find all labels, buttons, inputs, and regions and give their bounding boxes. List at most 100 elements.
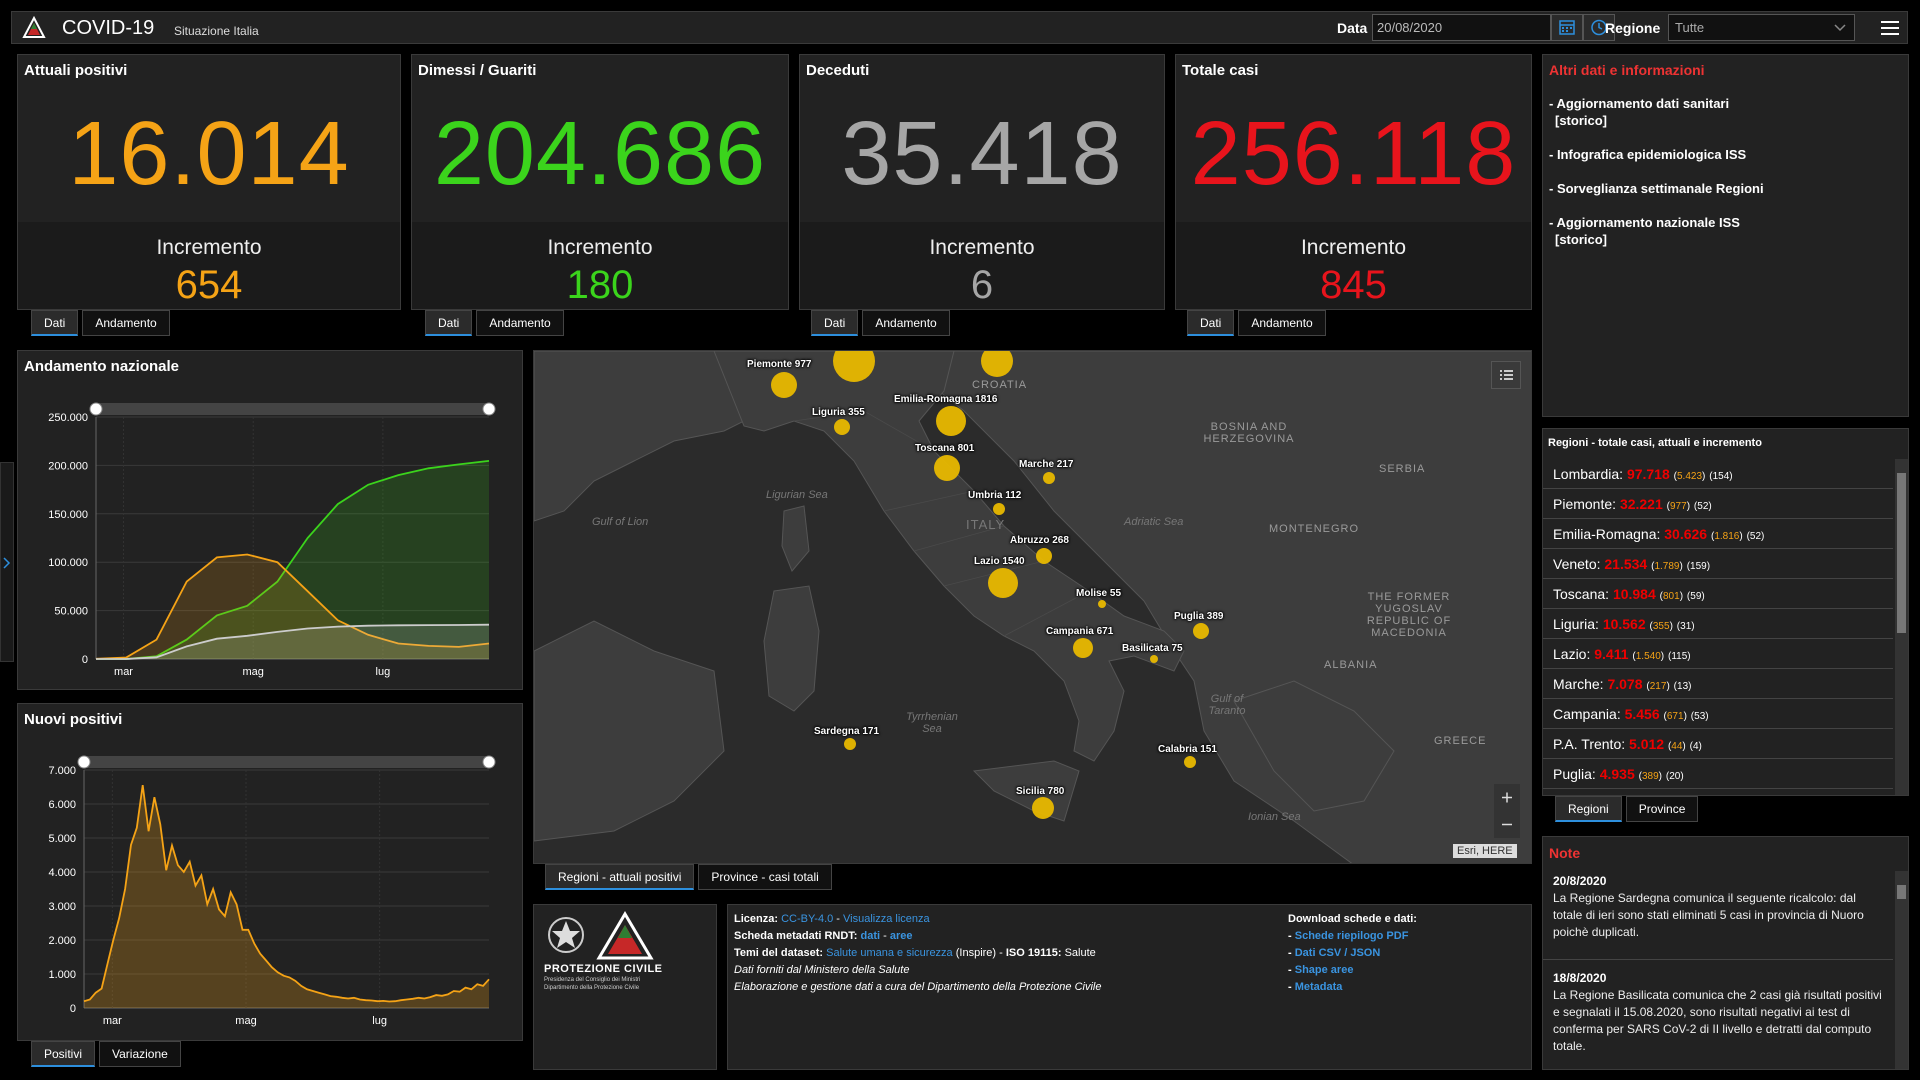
notes-scrollbar[interactable] bbox=[1895, 871, 1908, 1069]
download-item: - Schede riepilogo PDF bbox=[1288, 930, 1408, 942]
region-current: 1.540 bbox=[1635, 651, 1661, 662]
x-tick-label: lug bbox=[376, 666, 391, 678]
map-bubble[interactable] bbox=[1193, 623, 1209, 639]
download-csv-link[interactable]: Dati CSV / JSON bbox=[1294, 947, 1381, 959]
map-bubble[interactable] bbox=[771, 372, 797, 398]
tab-variazione[interactable]: Variazione bbox=[99, 1041, 181, 1067]
region-total: 10.562 bbox=[1602, 616, 1646, 632]
hamburger-menu-icon[interactable] bbox=[1880, 18, 1900, 38]
calendar-button[interactable] bbox=[1551, 14, 1583, 41]
tab-dati[interactable]: Dati bbox=[811, 310, 859, 336]
map-label-country: SERBIA bbox=[1379, 463, 1426, 475]
info-link-infografica[interactable]: - Infografica epidemiologica ISS bbox=[1549, 146, 1746, 163]
y-tick-label: 150.000 bbox=[48, 509, 88, 521]
download-metadata-link[interactable]: Metadata bbox=[1294, 981, 1343, 993]
tab-andamento[interactable]: Andamento bbox=[862, 310, 950, 336]
side-panel-toggle[interactable] bbox=[0, 462, 14, 662]
list-item[interactable]: Toscana: 10.984 (801) (59) bbox=[1543, 579, 1893, 609]
list-item[interactable]: Liguria: 10.562 (355) (31) bbox=[1543, 609, 1893, 639]
notes-title: Note bbox=[1549, 845, 1581, 861]
regions-scrollbar[interactable] bbox=[1895, 459, 1908, 795]
download-pdf-link[interactable]: Schede riepilogo PDF bbox=[1294, 930, 1409, 942]
region-name: Piemonte: bbox=[1553, 496, 1617, 512]
protezione-civile-logo-icon bbox=[22, 16, 46, 38]
map-bubble-label: Lazio 1540 bbox=[974, 556, 1025, 567]
tab-positivi[interactable]: Positivi bbox=[31, 1041, 96, 1067]
x-tick-label: mag bbox=[242, 666, 263, 678]
download-item: - Shape aree bbox=[1288, 964, 1353, 976]
tab-dati[interactable]: Dati bbox=[31, 310, 79, 336]
list-item[interactable]: P.A. Trento: 5.012 (44) (4) bbox=[1543, 729, 1893, 759]
map-bubble-label: Campania 671 bbox=[1046, 626, 1114, 637]
map-bubble[interactable] bbox=[834, 419, 850, 435]
list-item[interactable]: Veneto: 21.534 (1.789) (159) bbox=[1543, 549, 1893, 579]
map-bubble[interactable] bbox=[844, 738, 856, 750]
info-link-storico[interactable]: [storico] bbox=[1555, 113, 1607, 128]
tab-dati[interactable]: Dati bbox=[425, 310, 473, 336]
map-bubble[interactable] bbox=[993, 503, 1005, 515]
tab-province[interactable]: Province bbox=[1625, 796, 1699, 822]
download-shape-link[interactable]: Shape aree bbox=[1294, 964, 1354, 976]
tab-andamento[interactable]: Andamento bbox=[476, 310, 564, 336]
map-bubble[interactable] bbox=[1184, 756, 1196, 768]
region-total: 9.411 bbox=[1594, 646, 1629, 662]
map-bubble-veneto[interactable] bbox=[981, 351, 1013, 377]
series-line bbox=[96, 460, 490, 660]
list-item[interactable]: Piemonte: 32.221 (977) (52) bbox=[1543, 489, 1893, 519]
info-link-aggiornamento-iss[interactable]: - Aggiornamento nazionale ISS [storico] bbox=[1549, 214, 1740, 248]
series-area bbox=[96, 624, 489, 659]
map-bubble[interactable] bbox=[988, 568, 1018, 598]
separator: - bbox=[880, 930, 890, 942]
y-tick-label: 250.000 bbox=[48, 412, 88, 424]
tab-regioni-attuali-positivi[interactable]: Regioni - attuali positivi bbox=[545, 864, 695, 890]
map-bubble[interactable] bbox=[1043, 472, 1055, 484]
metadata-dati-link[interactable]: dati bbox=[860, 930, 881, 942]
themes-link[interactable]: Salute umana e sicurezza bbox=[826, 947, 953, 959]
license-link[interactable]: CC-BY-4.0 bbox=[781, 913, 834, 925]
map-bubble[interactable] bbox=[1073, 638, 1093, 658]
tab-andamento[interactable]: Andamento bbox=[82, 310, 170, 336]
zoom-in-button[interactable] bbox=[1494, 784, 1520, 811]
info-link-aggiornamento-dati[interactable]: - Aggiornamento dati sanitari [storico] bbox=[1549, 95, 1729, 129]
increment-label: Incremento bbox=[156, 236, 262, 259]
map-bubble[interactable] bbox=[1032, 797, 1054, 819]
list-item[interactable]: Lazio: 9.411 (1.540) (115) bbox=[1543, 639, 1893, 669]
legend-button[interactable] bbox=[1491, 361, 1521, 389]
region-name: Marche: bbox=[1553, 676, 1604, 692]
tab-dati[interactable]: Dati bbox=[1187, 310, 1235, 336]
regions-list[interactable]: Lombardia: 97.718 (5.423) (154) Piemonte… bbox=[1543, 459, 1893, 795]
info-link-sorveglianza[interactable]: - Sorveglianza settimanale Regioni bbox=[1549, 180, 1764, 197]
map-view[interactable]: CROATIA BOSNIA AND HERZEGOVINA SERBIA MO… bbox=[533, 350, 1532, 864]
region-select[interactable]: Tutte bbox=[1668, 14, 1855, 41]
scrollbar-thumb[interactable] bbox=[1897, 885, 1906, 899]
stat-increment-box: Incremento 6 bbox=[800, 222, 1164, 309]
iso-value: Salute bbox=[1061, 947, 1096, 959]
region-increment: (31) bbox=[1676, 621, 1695, 632]
list-item[interactable]: Campania: 5.456 (671) (53) bbox=[1543, 699, 1893, 729]
map-bubble[interactable] bbox=[1098, 600, 1106, 608]
download-item: - Dati CSV / JSON bbox=[1288, 947, 1380, 959]
time-button[interactable] bbox=[1583, 14, 1615, 41]
note-date: 20/8/2020 bbox=[1553, 874, 1607, 888]
map-bubble[interactable] bbox=[934, 455, 960, 481]
map-bubble[interactable] bbox=[1036, 548, 1052, 564]
tab-province-casi-totali[interactable]: Province - casi totali bbox=[698, 864, 832, 890]
metadata-aree-link[interactable]: aree bbox=[889, 930, 913, 942]
map-bubble[interactable] bbox=[1150, 655, 1158, 663]
info-link-storico[interactable]: [storico] bbox=[1555, 232, 1607, 247]
calendar-icon bbox=[1559, 20, 1575, 35]
list-item[interactable]: Emilia-Romagna: 30.626 (1.816) (52) bbox=[1543, 519, 1893, 549]
list-item[interactable]: Lombardia: 97.718 (5.423) (154) bbox=[1543, 459, 1893, 489]
tab-andamento[interactable]: Andamento bbox=[1238, 310, 1326, 336]
zoom-out-button[interactable] bbox=[1494, 811, 1520, 838]
map-bubble-label: Marche 217 bbox=[1019, 459, 1074, 470]
list-item[interactable]: Puglia: 4.935 (389) (20) bbox=[1543, 759, 1893, 789]
view-license-link[interactable]: Visualizza licenza bbox=[843, 913, 930, 925]
range-slider-track bbox=[84, 756, 489, 768]
scrollbar-thumb[interactable] bbox=[1897, 473, 1906, 633]
date-input[interactable] bbox=[1372, 14, 1551, 41]
map-bubble[interactable] bbox=[936, 406, 966, 436]
range-slider-handle-left bbox=[89, 402, 103, 416]
tab-regioni[interactable]: Regioni bbox=[1555, 796, 1622, 822]
list-item[interactable]: Marche: 7.078 (217) (13) bbox=[1543, 669, 1893, 699]
